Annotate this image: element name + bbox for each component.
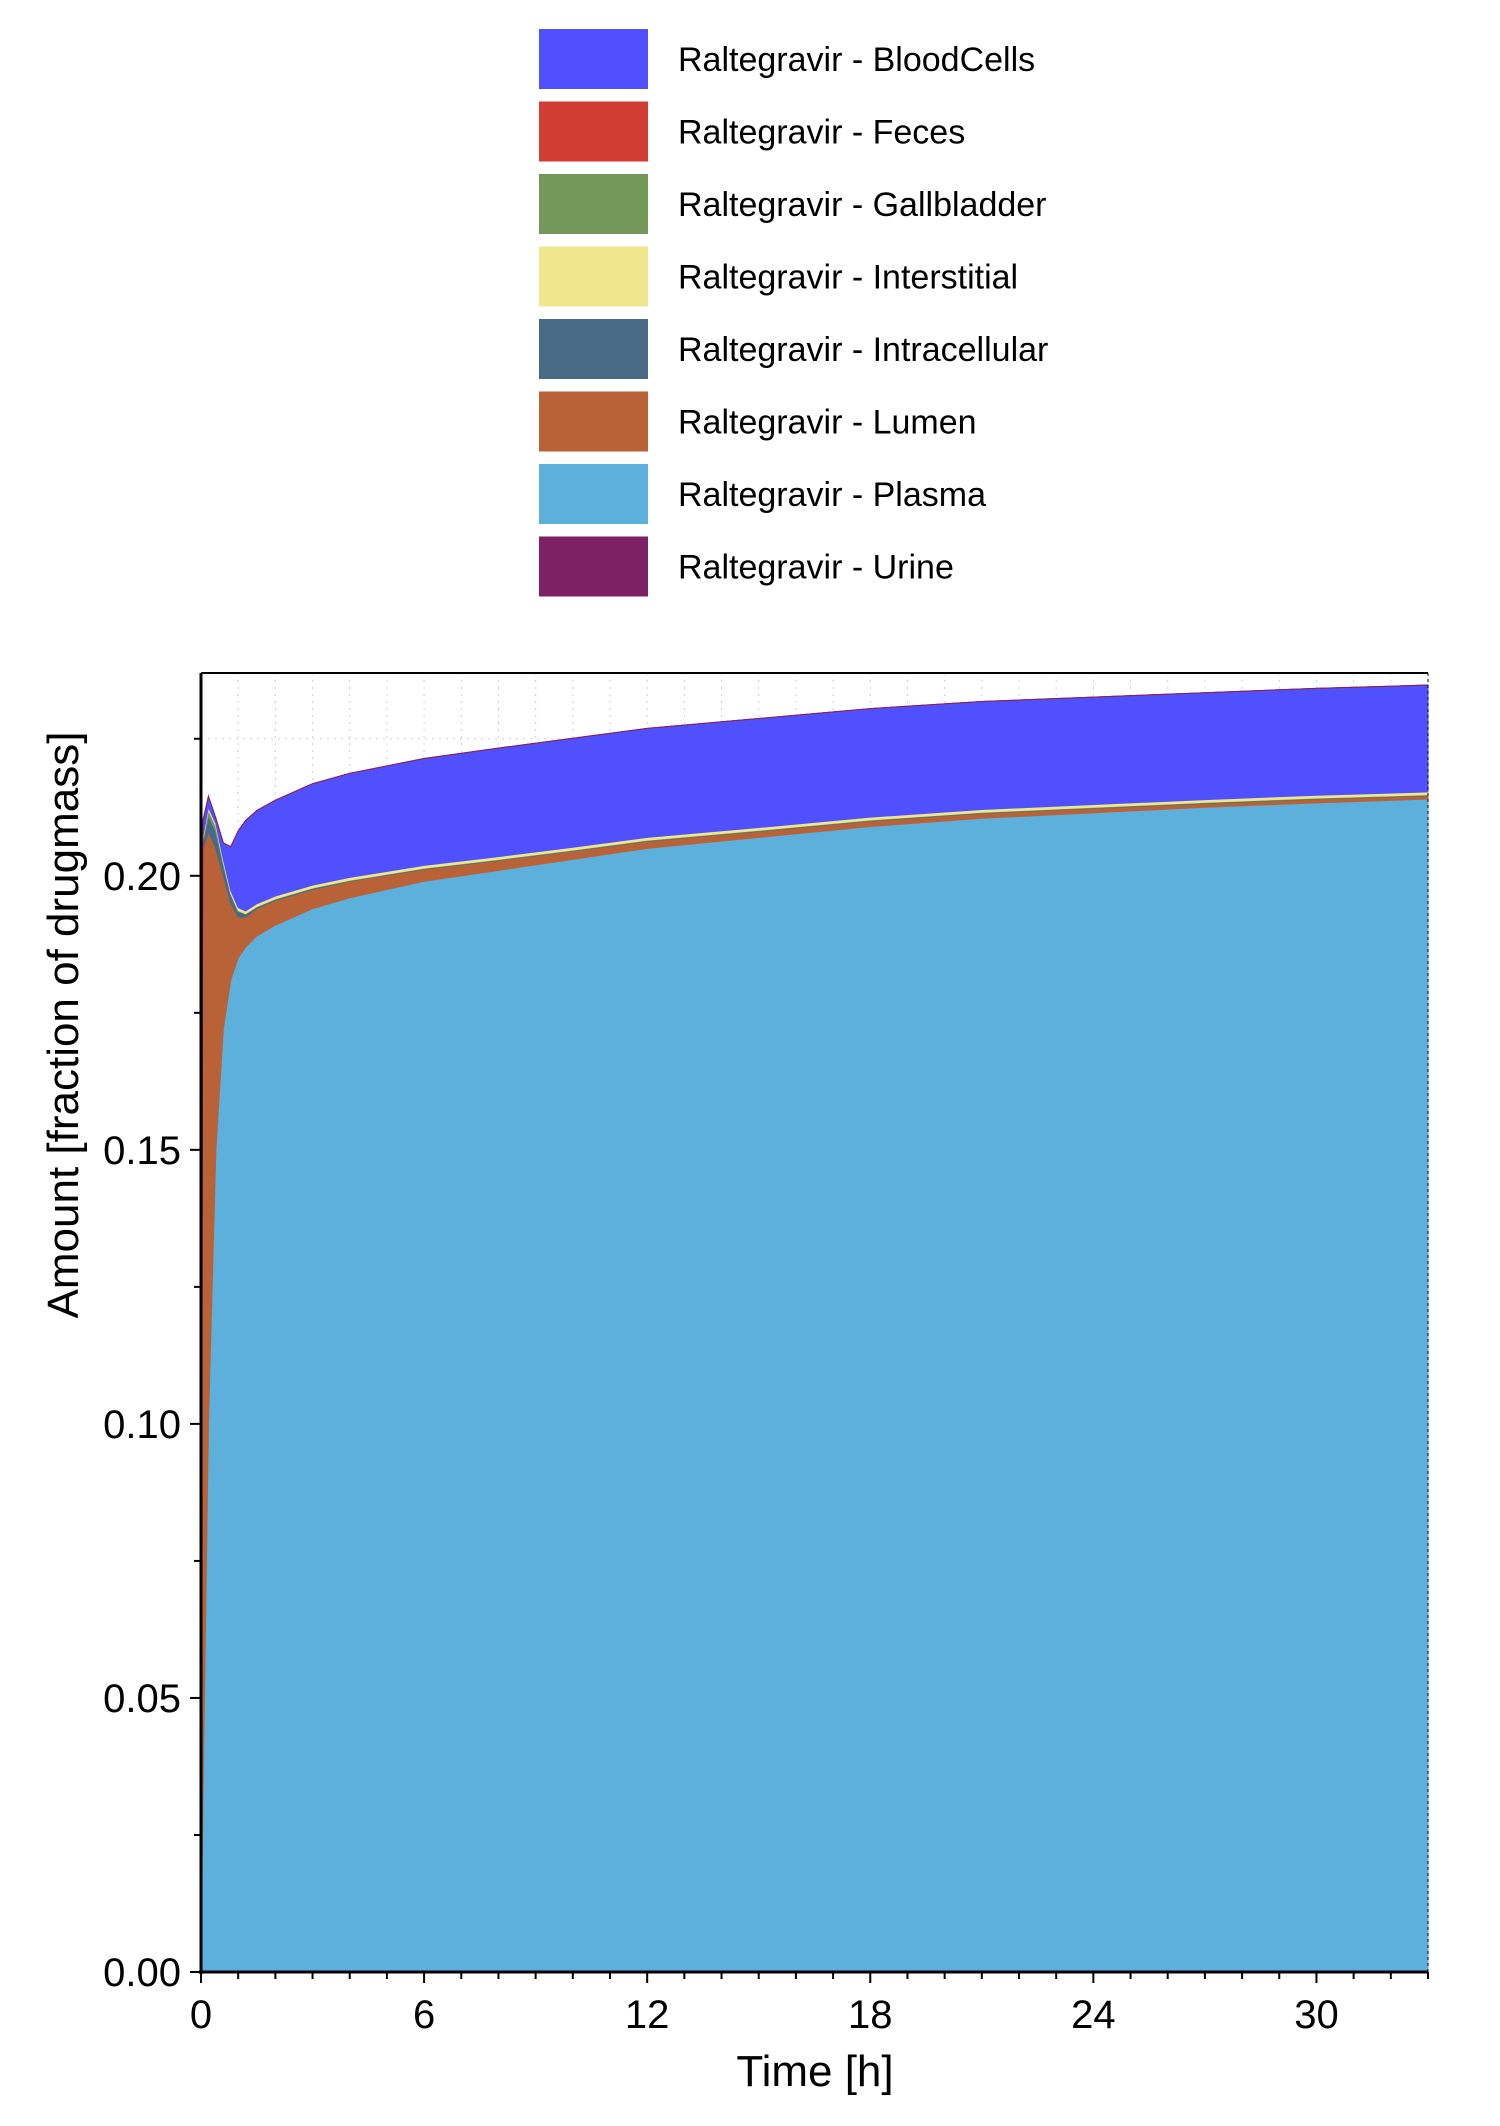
y-tick-label: 0.20 [103,855,181,899]
legend-swatch [539,319,648,379]
x-tick-label: 24 [1071,1993,1116,2037]
chart-legend: Raltegravir - BloodCells Raltegravir - Fe… [539,29,1048,597]
y-tick-label: 0.00 [103,1951,181,1995]
legend-swatch [539,174,648,234]
legend-swatch [539,101,648,162]
chart-areas [200,684,1429,1973]
x-tick-label: 6 [413,1993,435,2037]
x-tick-label: 12 [625,1993,670,2037]
legend-label: Raltegravir - Interstitial [678,259,1018,297]
y-tick-label: 0.15 [103,1129,181,1173]
x-tick-label: 18 [848,1993,893,2037]
legend-label: Raltegravir - Lumen [678,404,977,442]
x-tick-label: 30 [1294,1993,1339,2037]
legend-swatch [539,391,648,452]
area-raltegravir-plasma [200,798,1429,1973]
legend-label: Raltegravir - Gallbladder [678,186,1047,224]
y-tick-label: 0.10 [103,1403,181,1447]
x-tick-label: 0 [190,1993,212,2037]
chart-ticks: 0 6 12 18 24 30 0.00 0.05 0.10 0.15 0.20 [103,737,1429,2037]
legend-label: Raltegravir - Plasma [678,476,986,514]
chart-axes [199,672,1429,1974]
legend-label: Raltegravir - BloodCells [678,41,1035,79]
y-tick-label: 0.05 [103,1677,181,1721]
legend-swatch [539,246,648,307]
legend-label: Raltegravir - Urine [678,549,954,587]
legend-label: Raltegravir - Intracellular [678,331,1048,369]
legend-swatch [539,536,648,597]
legend-label: Raltegravir - Feces [678,114,965,152]
x-axis-title: Time [h] [736,2047,893,2096]
y-axis-title: Amount [fraction of drugmass] [39,732,88,1319]
legend-swatch [539,29,648,89]
legend-swatch [539,464,648,524]
